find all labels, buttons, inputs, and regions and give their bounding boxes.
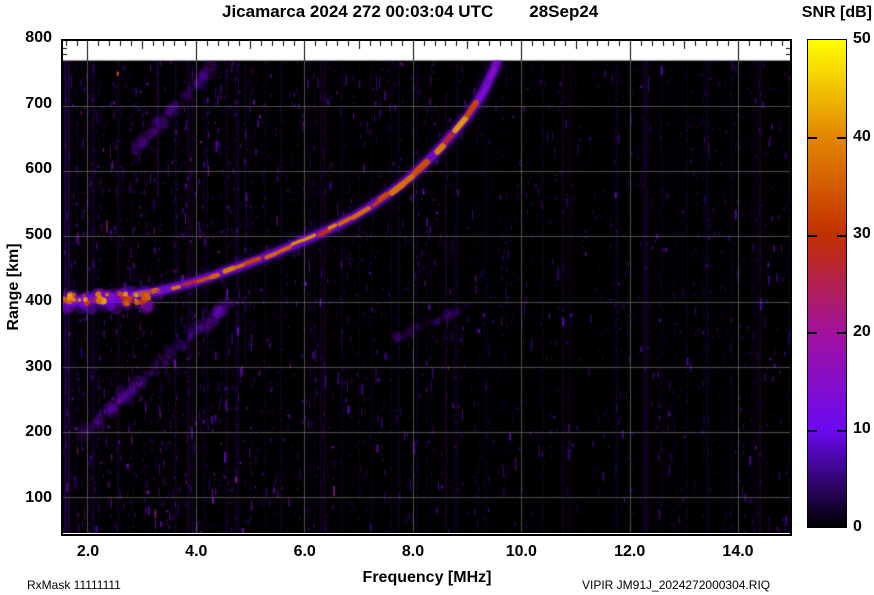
y-tick-100: 100 — [25, 489, 52, 506]
x-tick-6: 6.0 — [293, 543, 316, 560]
x-tick-12: 12.0 — [614, 543, 646, 560]
y-axis-label: Range [km] — [5, 243, 22, 331]
colorbar-tick-mark — [837, 429, 846, 432]
title-row: Jicamarca 2024 272 00:03:04 UTC 28Sep24 — [222, 2, 598, 22]
y-tick-200: 200 — [25, 423, 52, 441]
colorbar-tick-mark — [837, 137, 846, 140]
colorbar-tick-mark — [837, 332, 846, 335]
x-tick-14: 14.0 — [722, 543, 754, 560]
colorbar-gradient — [807, 39, 847, 528]
rxmask-label: RxMask 11111111 — [27, 578, 121, 592]
page-title: Jicamarca 2024 272 00:03:04 UTC — [222, 2, 494, 21]
y-tick-400: 400 — [25, 291, 52, 309]
x-axis-label: Frequency [MHz] — [362, 569, 492, 586]
page-date: 28Sep24 — [529, 2, 599, 21]
y-tick-300: 300 — [25, 357, 52, 375]
x-tick-2: 2.0 — [76, 543, 100, 560]
y-tick-600: 600 — [25, 160, 52, 178]
cb-tick-0: 0 — [853, 518, 862, 535]
y-tick-800: 800 — [25, 29, 52, 46]
cb-tick-30: 30 — [853, 225, 871, 243]
cb-tick-40: 40 — [853, 127, 871, 145]
x-tick-8: 8.0 — [401, 543, 425, 560]
colorbar-tick-mark — [808, 234, 817, 237]
y-tick-500: 500 — [25, 226, 52, 244]
file-id-label: VIPIR JM91J_2024272000304.RIQ — [582, 578, 771, 592]
x-tick-4: 4.0 — [185, 543, 208, 560]
colorbar-title: SNR [dB] — [801, 4, 872, 21]
cb-tick-50: 50 — [853, 30, 871, 47]
colorbar-tick-mark — [808, 332, 817, 335]
y-tick-700: 700 — [25, 94, 52, 112]
x-tick-10: 10.0 — [505, 543, 537, 560]
cb-tick-20: 20 — [853, 322, 871, 340]
colorbar-tick-mark — [808, 137, 817, 140]
ionogram-canvas — [63, 41, 790, 533]
cb-tick-10: 10 — [853, 420, 871, 438]
colorbar-tick-mark — [808, 429, 817, 432]
colorbar-tick-mark — [837, 234, 846, 237]
